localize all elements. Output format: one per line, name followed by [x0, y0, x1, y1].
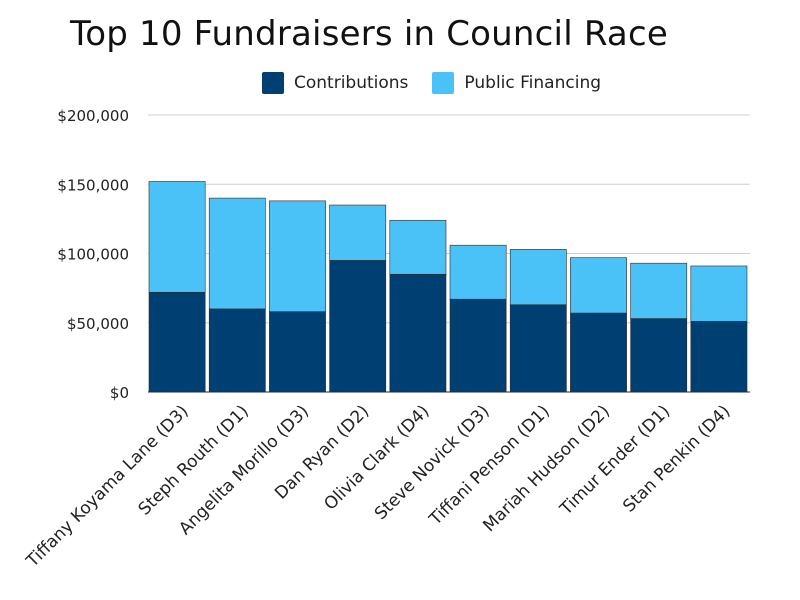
bar-contributions: [208, 308, 266, 393]
x-tick-label: Stan Penkin (D4): [619, 401, 734, 516]
bar-contributions: [389, 273, 447, 393]
bar-public-financing: [208, 197, 266, 310]
legend-item-public-financing: Public Financing: [432, 72, 601, 94]
legend-label-contributions: Contributions: [294, 73, 409, 93]
chart-title: Top 10 Fundraisers in Council Race: [70, 14, 668, 54]
bar-public-financing: [570, 257, 627, 314]
y-tick-label: $200,000: [57, 107, 129, 125]
legend-label-public-financing: Public Financing: [464, 73, 602, 93]
bar-public-financing: [630, 262, 688, 319]
y-tick-label: $100,000: [57, 246, 129, 264]
x-tick-label: Timur Ender (D1): [556, 401, 675, 520]
x-tick-label: Steve Novick (D3): [371, 401, 494, 524]
legend-item-contributions: Contributions: [262, 72, 408, 94]
legend-swatch-public-financing: [432, 72, 455, 94]
bar-public-financing: [269, 200, 326, 312]
legend-swatch-contributions: [262, 72, 284, 94]
bar-public-financing: [148, 181, 206, 293]
bar-public-financing: [449, 244, 507, 300]
x-tick-label: Steph Routh (D1): [135, 401, 253, 519]
legend: Contributions Public Financing: [262, 72, 601, 94]
bar-contributions: [449, 298, 507, 393]
y-tick-label: $0: [110, 384, 129, 402]
bar-public-financing: [389, 219, 447, 275]
bar-contributions: [269, 311, 326, 393]
y-tick-label: $150,000: [57, 176, 129, 194]
bar-contributions: [630, 318, 688, 393]
y-tick-label: $50,000: [67, 315, 129, 333]
x-tick-label: Olivia Clark (D4): [320, 401, 433, 514]
bar-contributions: [509, 304, 567, 393]
bar-contributions: [148, 291, 206, 393]
bar-contributions: [570, 312, 627, 393]
bar-contributions: [329, 260, 387, 393]
bar-public-financing: [690, 265, 748, 322]
bar-public-financing: [509, 249, 567, 306]
bar-public-financing: [329, 204, 387, 261]
bar-contributions: [690, 321, 748, 393]
